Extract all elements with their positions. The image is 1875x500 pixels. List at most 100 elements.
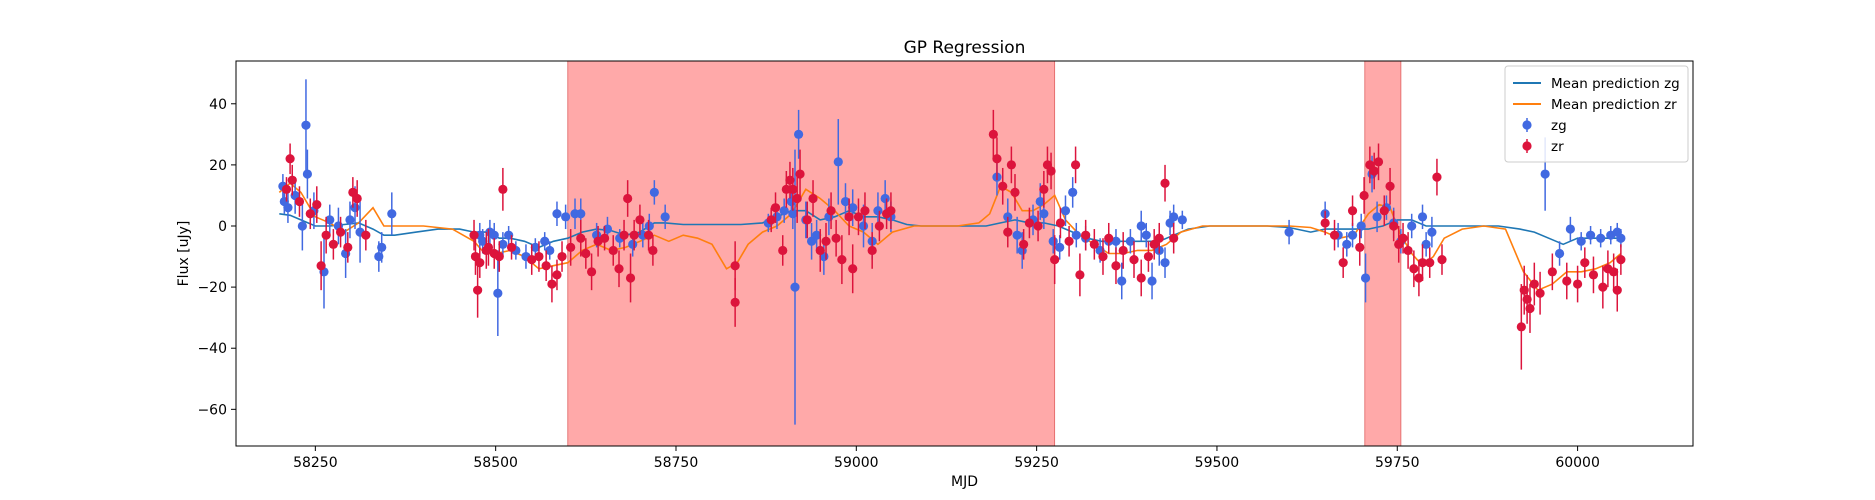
data-point (1160, 178, 1170, 188)
data-point (1427, 227, 1437, 237)
data-point (561, 212, 571, 222)
data-point (387, 209, 397, 219)
data-point (992, 154, 1002, 164)
data-point (815, 245, 825, 256)
shaded-region-2 (1364, 60, 1402, 447)
data-point (649, 187, 659, 197)
data-point (1169, 233, 1179, 243)
data-point (1572, 279, 1583, 289)
data-point (1562, 276, 1572, 286)
data-point (730, 261, 740, 271)
data-point (1111, 261, 1121, 271)
data-point (1010, 187, 1020, 197)
data-point (1012, 230, 1022, 240)
data-point (812, 230, 822, 240)
data-point (1039, 209, 1049, 219)
data-point (361, 230, 371, 240)
legend-box (1504, 65, 1689, 163)
data-point (1535, 288, 1545, 298)
data-point (1356, 221, 1366, 231)
data-point (1372, 212, 1382, 222)
data-point (283, 203, 293, 213)
data-point (1417, 212, 1428, 222)
data-point (1425, 258, 1435, 268)
data-point (1071, 230, 1081, 240)
legend-label: Mean prediction zg (1551, 76, 1680, 92)
data-point (566, 242, 576, 252)
data-point (1050, 255, 1060, 265)
data-point (1141, 230, 1151, 240)
data-point (625, 273, 636, 283)
data-point (494, 251, 504, 262)
data-point (874, 221, 884, 231)
data-point (473, 285, 483, 295)
data-point (831, 233, 841, 243)
data-point (1019, 239, 1029, 249)
data-point (302, 169, 313, 179)
data-point (808, 193, 818, 204)
data-point (860, 206, 870, 216)
data-point (343, 242, 353, 252)
data-point (1347, 206, 1358, 216)
data-point (1104, 233, 1114, 243)
legend-item-mean-prediction-zr: Mean prediction zr (1513, 97, 1677, 113)
data-point (475, 258, 485, 268)
data-point (648, 245, 658, 256)
data-point (1347, 230, 1358, 240)
data-point (541, 261, 551, 271)
data-point (1417, 258, 1428, 268)
data-point (988, 129, 998, 139)
data-point (806, 236, 817, 246)
data-point (1360, 273, 1371, 283)
data-point (328, 239, 338, 249)
data-point (1609, 267, 1619, 277)
series-zr (281, 109, 1626, 370)
data-point (1409, 264, 1419, 274)
data-point (1398, 233, 1408, 243)
data-point (1598, 282, 1608, 292)
data-point (1576, 236, 1586, 246)
data-point (1369, 166, 1379, 176)
data-point (483, 242, 494, 252)
data-point (350, 203, 360, 213)
x-tick-label: 59750 (1375, 455, 1420, 471)
x-tick-label: 59500 (1195, 455, 1240, 471)
data-point (1385, 181, 1395, 191)
data-point (1169, 212, 1179, 222)
data-point (1147, 276, 1157, 286)
data-point (557, 251, 567, 262)
data-point (1068, 187, 1078, 197)
data-point (1070, 160, 1081, 170)
data-point (1565, 224, 1575, 234)
data-point (335, 227, 346, 237)
legend-marker-swatch (1522, 120, 1532, 130)
data-point (821, 236, 831, 246)
x-tick-label: 59250 (1014, 455, 1059, 471)
data-point (1033, 221, 1043, 231)
data-point (1529, 279, 1539, 289)
x-tick-label: 58250 (293, 455, 338, 471)
y-tick-label: −60 (197, 402, 227, 418)
x-tick-label: 59000 (834, 455, 879, 471)
legend: Mean prediction zg Mean prediction zr zg zr (1504, 65, 1689, 163)
x-tick-label: 58500 (473, 455, 518, 471)
data-point (766, 215, 776, 225)
x-axis-label: MJD (951, 474, 978, 490)
data-point (628, 239, 638, 249)
y-tick-label: 40 (209, 97, 227, 113)
data-point (1355, 242, 1365, 252)
data-point (345, 215, 355, 225)
data-point (285, 154, 295, 164)
data-point (1329, 230, 1340, 240)
data-point (1320, 218, 1330, 228)
data-point (1177, 215, 1187, 225)
data-point (1407, 221, 1417, 231)
data-point (287, 175, 297, 185)
data-point (614, 264, 624, 274)
data-point (998, 181, 1008, 191)
data-point (545, 245, 555, 256)
data-point (1612, 285, 1622, 295)
data-points (278, 79, 1626, 425)
data-point (788, 184, 798, 194)
